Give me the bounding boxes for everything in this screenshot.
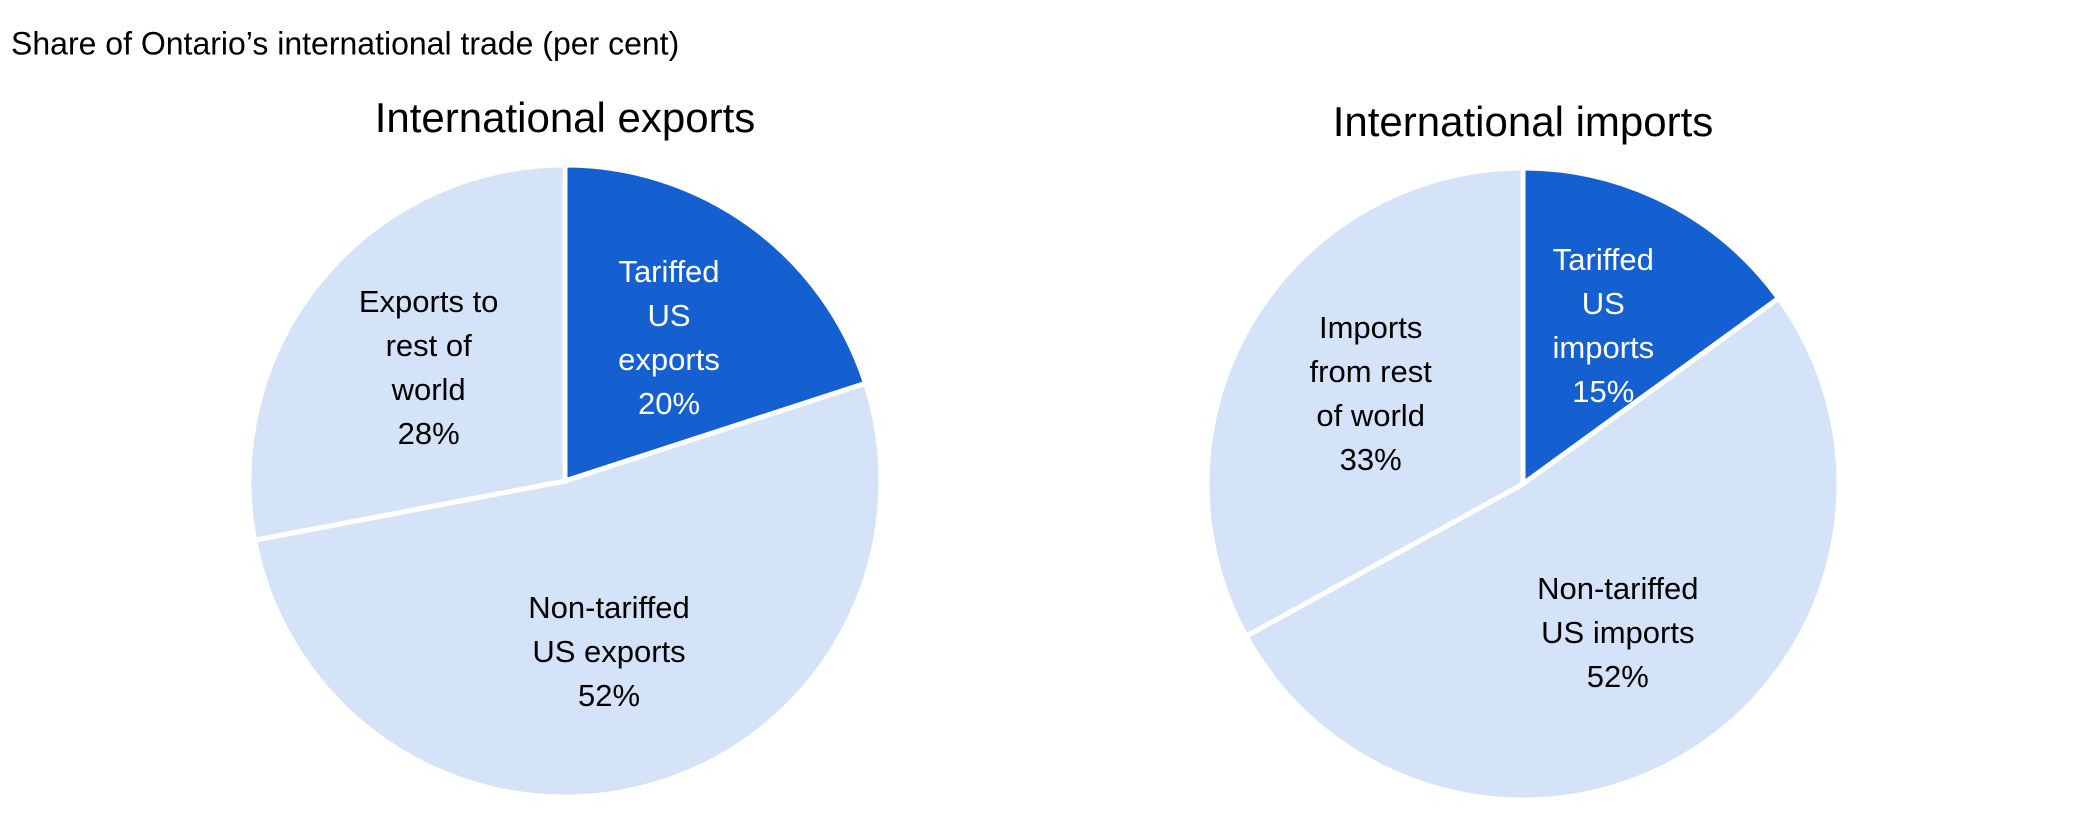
pie-slice bbox=[251, 380, 884, 800]
pie-slice bbox=[562, 162, 869, 485]
slice-category: Non-tariffed US imports bbox=[1537, 571, 1699, 651]
slice-category: Imports from rest of world bbox=[1309, 309, 1432, 433]
slice-category: Non-tariffed US exports bbox=[528, 590, 690, 670]
pie-slice bbox=[1204, 165, 1526, 640]
slice-label: Non-tariffed US imports 52% bbox=[1518, 513, 1718, 753]
pie-slice bbox=[1520, 165, 1783, 489]
slice-category: Tariffed US imports bbox=[1552, 242, 1655, 366]
pie-slice bbox=[1242, 294, 1842, 803]
slice-value-label: 15% bbox=[1572, 374, 1635, 410]
slice-label-box: Tariffed US exports 20% bbox=[604, 218, 734, 458]
slice-label-box: Tariffed US imports 15% bbox=[1538, 206, 1668, 446]
slice-label: Imports from rest of world 33% bbox=[1296, 274, 1446, 514]
slice-label: Exports to rest of world 28% bbox=[349, 248, 509, 488]
slice-value-label: 52% bbox=[1586, 659, 1649, 695]
slice-label-box: Imports from rest of world 33% bbox=[1296, 274, 1446, 514]
pie-slice bbox=[246, 162, 568, 544]
slice-value-label: 33% bbox=[1339, 441, 1402, 477]
slice-category: Exports to rest of world bbox=[358, 284, 499, 408]
slice-category: Tariffed US exports bbox=[618, 253, 720, 377]
slice-label: Tariffed US imports 15% bbox=[1538, 206, 1668, 446]
chart-title: International imports bbox=[1333, 98, 1714, 145]
slice-value-label: 52% bbox=[577, 678, 641, 714]
slice-label-box: Non-tariffed US imports 52% bbox=[1518, 513, 1718, 753]
slice-value-label: 28% bbox=[397, 416, 460, 452]
chart-title: International exports bbox=[375, 94, 756, 141]
slice-label-box: Non-tariffed US exports 52% bbox=[509, 532, 709, 772]
slice-value-label: 20% bbox=[637, 385, 701, 421]
slice-label: Tariffed US exports 20% bbox=[604, 218, 734, 458]
page-title: Share of Ontario’s international trade (… bbox=[11, 25, 679, 61]
slice-label: Non-tariffed US exports 52% bbox=[509, 532, 709, 772]
slice-label-box: Exports to rest of world 28% bbox=[349, 248, 509, 488]
